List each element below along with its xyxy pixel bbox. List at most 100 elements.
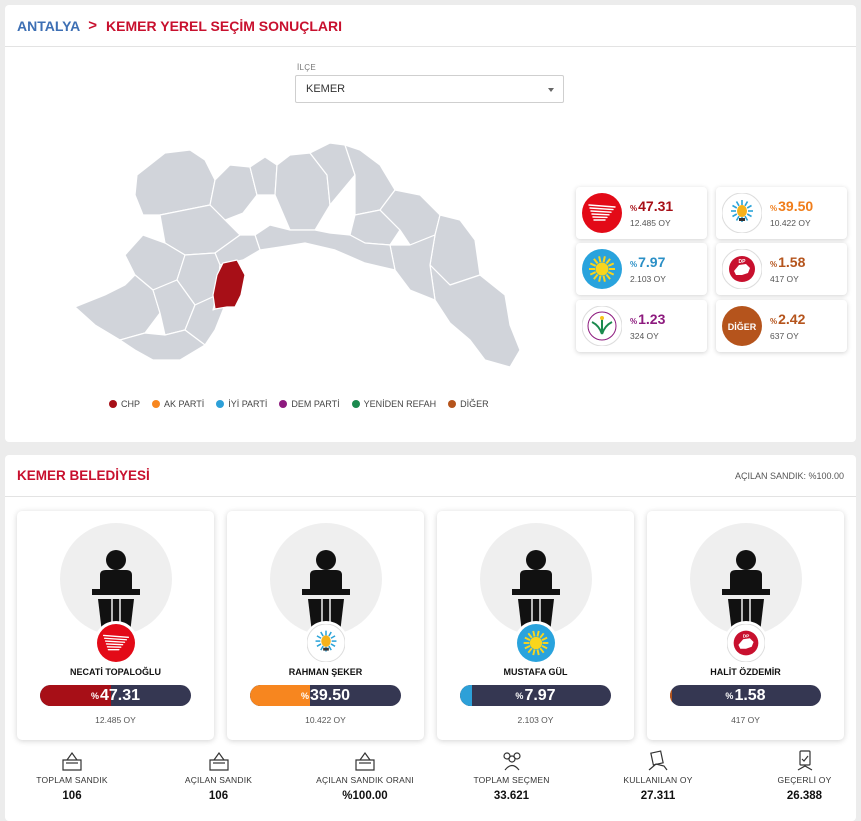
candidate-percent: % 7.97 — [460, 685, 611, 706]
map-district[interactable] — [119, 329, 206, 361]
district-map[interactable] — [65, 135, 525, 370]
svg-text:DP: DP — [739, 259, 747, 265]
candidate-votes: 417 OY — [731, 715, 760, 725]
party-info: %1.58 417 OY — [770, 254, 805, 284]
svg-text:DİĞER: DİĞER — [728, 321, 757, 332]
candidate-percent-value: 39.50 — [309, 686, 351, 704]
breadcrumb-province[interactable]: ANTALYA — [17, 17, 81, 34]
party-card[interactable]: DİĞER %2.42 637 OY — [716, 300, 847, 352]
candidate-progress-fill — [460, 685, 473, 706]
belediye-panel: KEMER BELEDİYESİ AÇILAN SANDIK: %100.00 … — [5, 455, 856, 821]
legend-label: YENİDEN REFAH — [363, 399, 437, 409]
dp-logo-icon: DP — [721, 248, 763, 290]
stat-label: AÇILAN SANDIK ORANI — [316, 775, 414, 785]
legend-dot-icon — [351, 400, 360, 408]
chp-logo-icon — [96, 623, 136, 663]
percent-symbol: % — [770, 316, 778, 326]
stat-item: AÇILAN SANDIK ORANI %100.00 — [305, 750, 425, 802]
legend-item[interactable]: AK PARTİ — [152, 399, 204, 409]
candidate-progress-fill — [250, 685, 310, 706]
ballot-box-icon — [305, 750, 425, 772]
map-district[interactable] — [389, 234, 436, 301]
opened-ballot-status: AÇILAN SANDIK: %100.00 — [734, 471, 844, 481]
legend-item[interactable]: DİĞER — [448, 399, 489, 409]
party-card[interactable]: %1.23 324 OY — [576, 300, 707, 352]
stat-value: 27.311 — [640, 790, 676, 802]
legend-label: DİĞER — [460, 399, 489, 409]
legend-dot-icon — [279, 400, 288, 408]
ilce-select[interactable]: KEMER — [295, 75, 564, 103]
candidate-percent-value: 47.31 — [99, 686, 141, 704]
percent-symbol: % — [725, 690, 734, 701]
iyi-logo-icon — [581, 248, 623, 290]
map-district[interactable] — [429, 264, 521, 368]
candidate-card[interactable]: RAHMAN ŞEKER % 39.50 10.422 OY — [227, 511, 424, 740]
legend-dot-icon — [216, 400, 225, 408]
party-card[interactable]: DP %1.58 417 OY — [716, 243, 847, 295]
candidate-card[interactable]: DP HALİT ÖZDEMİR % 1.58 417 OY — [647, 511, 844, 740]
party-votes: 417 OY — [770, 273, 799, 284]
candidate-avatar — [480, 523, 592, 635]
podium-speaker-icon — [92, 550, 140, 633]
legend-dot-icon — [152, 400, 161, 408]
chp-logo-icon — [581, 192, 623, 234]
stat-value: %100.00 — [342, 790, 388, 802]
party-card[interactable]: %47.31 12.485 OY — [576, 187, 707, 239]
candidate-progress-fill — [670, 685, 673, 706]
voters-icon — [452, 750, 572, 772]
legend-dot-icon — [109, 400, 117, 408]
breadcrumb: ANTALYA > KEMER YEREL SEÇİM SONUÇLARI — [5, 5, 856, 47]
stat-label: AÇILAN SANDIK — [184, 775, 253, 785]
party-card[interactable]: %39.50 10.422 OY — [716, 187, 847, 239]
candidate-progress-bar: % 39.50 — [250, 685, 401, 706]
legend-item[interactable]: YENİDEN REFAH — [351, 399, 437, 409]
belediye-header: KEMER BELEDİYESİ — [5, 455, 856, 497]
stat-label: TOPLAM SEÇMEN — [473, 775, 550, 785]
legend-label: AK PARTİ — [164, 399, 205, 409]
legend-item[interactable]: İYİ PARTİ — [216, 399, 267, 409]
percent-symbol: % — [90, 690, 99, 701]
party-votes: 637 OY — [770, 330, 799, 341]
party-votes: 324 OY — [630, 330, 659, 341]
party-info: %39.50 10.422 OY — [770, 197, 814, 228]
stat-label: TOPLAM SANDIK — [36, 775, 108, 785]
stat-value: 33.621 — [493, 790, 530, 802]
map-legend: CHP AK PARTİ İYİ PARTİ DEM PARTİ YENİDEN REF… — [109, 399, 489, 409]
party-info: %2.42 637 OY — [770, 311, 805, 341]
svg-text:DP: DP — [743, 633, 750, 639]
party-percent-value: 7.97 — [638, 253, 666, 270]
map-district-kemer[interactable] — [212, 259, 246, 310]
legend-item[interactable]: DEM PARTİ — [279, 399, 340, 409]
candidate-percent-value: 1.58 — [734, 686, 766, 704]
dp-logo-icon: DP — [726, 623, 766, 663]
candidate-card[interactable]: NECATİ TOPALOĞLU % 47.31 12.485 OY — [17, 511, 214, 740]
percent-symbol: % — [770, 203, 778, 213]
stat-item: AÇILAN SANDIK 106 — [159, 750, 279, 802]
party-percent-value: 47.31 — [638, 197, 674, 214]
podium-speaker-icon — [722, 550, 770, 633]
party-percent: %1.58 — [770, 254, 805, 272]
party-card[interactable]: %7.97 2.103 OY — [576, 243, 707, 295]
candidate-avatar — [270, 523, 382, 635]
candidate-percent: % 1.58 — [670, 685, 821, 706]
province-panel: ANTALYA > KEMER YEREL SEÇİM SONUÇLARI İL… — [5, 5, 856, 442]
ballot-box-icon — [159, 750, 279, 772]
candidate-card[interactable]: MUSTAFA GÜL % 7.97 2.103 OY — [437, 511, 634, 740]
candidate-name: RAHMAN ŞEKER — [288, 667, 363, 677]
candidate-progress-fill — [40, 685, 112, 706]
candidate-progress-bar: % 7.97 — [460, 685, 611, 706]
podium-speaker-icon — [512, 550, 560, 633]
percent-symbol: % — [770, 259, 778, 269]
stat-item: GEÇERLİ OY 26.388 — [745, 750, 861, 802]
party-votes: 10.422 OY — [770, 217, 811, 228]
stat-item: KULLANILAN OY 27.311 — [598, 750, 718, 802]
percent-symbol: % — [300, 690, 309, 701]
candidate-votes: 2.103 OY — [517, 715, 554, 725]
map-district[interactable] — [134, 149, 216, 216]
candidate-votes: 12.485 OY — [95, 715, 136, 725]
map-district[interactable] — [74, 274, 161, 341]
party-votes: 2.103 OY — [630, 273, 666, 284]
party-info: %7.97 2.103 OY — [630, 253, 666, 284]
party-percent-value: 39.50 — [778, 197, 814, 214]
legend-item[interactable]: CHP — [109, 399, 140, 409]
